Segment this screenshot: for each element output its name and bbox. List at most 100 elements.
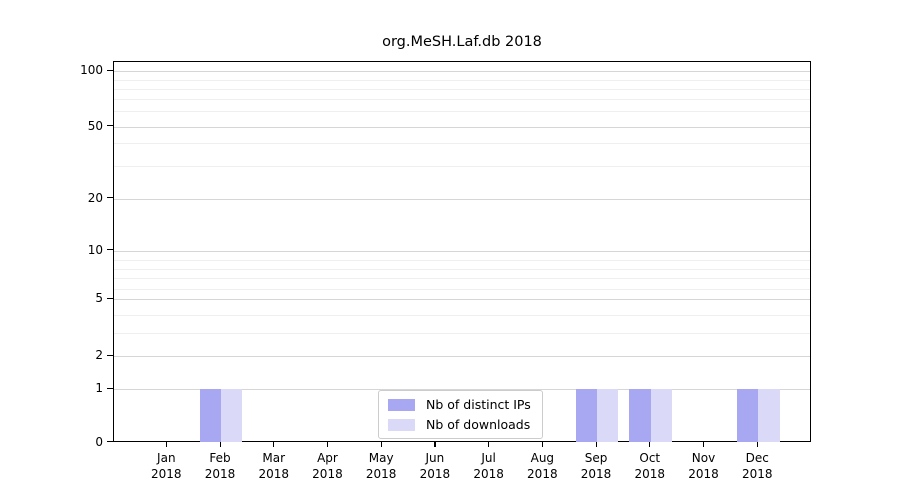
x-tick-month: Jan <box>157 450 176 465</box>
gridline-minor <box>114 278 810 279</box>
legend: Nb of distinct IPs Nb of downloads <box>378 390 543 439</box>
legend-item-downloads: Nb of downloads <box>388 417 531 432</box>
x-tick-year: 2018 <box>312 467 343 481</box>
y-tick-mark <box>107 354 113 356</box>
x-tick-label: Nov 2018 <box>674 450 734 483</box>
chart-title: org.MeSH.Laf.db 2018 <box>382 34 542 50</box>
x-tick-mark <box>756 441 758 447</box>
y-tick-mark <box>107 125 113 127</box>
x-tick-month: Mar <box>262 450 286 465</box>
gridline-major <box>114 250 810 252</box>
x-tick-mark <box>649 441 651 447</box>
x-tick-month: Sep <box>584 450 608 465</box>
bar-distinct-ips <box>629 389 651 442</box>
x-tick-year: 2018 <box>365 467 397 481</box>
bar-distinct-ips <box>575 389 598 442</box>
x-tick-month: Oct <box>639 450 661 465</box>
x-tick-label: Jul 2018 <box>459 450 519 483</box>
gridline-minor <box>114 288 810 290</box>
x-tick-label: Dec 2018 <box>727 450 787 483</box>
y-tick-label: 50 <box>87 118 103 133</box>
x-tick-month: Aug <box>530 450 555 465</box>
gridline-minor <box>114 165 810 167</box>
x-tick-mark <box>380 441 382 447</box>
y-tick-label: 2 <box>95 348 103 362</box>
x-tick-month: Jun <box>425 450 445 465</box>
y-tick-label: 0 <box>95 434 103 449</box>
legend-item-distinct-ips: Nb of distinct IPs <box>388 397 531 412</box>
legend-swatch-distinct-ips <box>388 398 415 411</box>
x-tick-year: 2018 <box>151 467 182 481</box>
x-tick-mark <box>219 441 221 447</box>
x-tick-label: Sep 2018 <box>566 450 626 483</box>
x-tick-mark <box>595 441 597 447</box>
gridline-major <box>114 126 810 128</box>
x-tick-month: Nov <box>691 450 716 465</box>
x-tick-month: Feb <box>209 450 231 465</box>
gridline-minor <box>114 269 810 271</box>
y-tick-mark <box>107 197 113 199</box>
gridline-minor <box>114 315 810 316</box>
x-tick-label: Jun 2018 <box>405 450 465 483</box>
plot-area <box>113 61 811 442</box>
bar-downloads <box>221 389 243 442</box>
bar-downloads <box>650 389 673 442</box>
x-tick-year: 2018 <box>580 467 612 481</box>
x-tick-year: 2018 <box>688 467 719 481</box>
x-tick-month: Dec <box>745 450 769 465</box>
x-tick-label: Feb 2018 <box>190 450 250 483</box>
x-tick-label: Apr 2018 <box>297 450 357 483</box>
y-tick-mark <box>107 69 113 71</box>
x-tick-mark <box>434 441 436 447</box>
y-tick-mark <box>107 387 113 389</box>
x-tick-year: 2018 <box>527 467 558 481</box>
x-tick-year: 2018 <box>634 467 666 481</box>
x-tick-year: 2018 <box>473 467 504 481</box>
legend-label-downloads: Nb of downloads <box>426 417 531 432</box>
x-tick-mark <box>703 441 705 447</box>
y-tick-label: 100 <box>80 63 103 78</box>
gridline-minor <box>114 89 810 90</box>
gridline-minor <box>114 143 810 144</box>
gridline-minor <box>114 332 810 334</box>
x-tick-label: Aug 2018 <box>512 450 572 483</box>
bar-distinct-ips <box>736 389 759 442</box>
y-tick-label: 10 <box>87 242 103 257</box>
x-tick-mark <box>326 441 329 447</box>
gridline-major <box>114 389 810 390</box>
gridline-minor <box>114 111 810 112</box>
y-tick-mark <box>107 249 113 251</box>
x-tick-month: Apr <box>317 450 338 465</box>
x-tick-mark <box>541 441 544 447</box>
bar-distinct-ips <box>199 389 221 442</box>
gridline-major <box>114 198 810 200</box>
x-tick-label: Jan 2018 <box>136 450 196 483</box>
gridline-minor <box>114 79 810 81</box>
legend-label-distinct-ips: Nb of distinct IPs <box>426 397 531 412</box>
x-tick-mark <box>273 441 275 447</box>
y-tick-mark <box>107 297 113 299</box>
gridline-major <box>114 356 810 357</box>
gridline-major <box>114 299 810 301</box>
bar-downloads <box>597 389 619 442</box>
x-tick-year: 2018 <box>258 467 289 481</box>
gridline-major <box>114 71 810 73</box>
bar-downloads <box>758 389 780 442</box>
x-tick-label: May 2018 <box>351 450 411 483</box>
x-tick-mark <box>488 441 490 447</box>
y-tick-label: 20 <box>87 190 103 205</box>
y-tick-label: 5 <box>95 291 103 306</box>
gridline-minor <box>114 260 810 261</box>
x-tick-label: Oct 2018 <box>620 450 680 483</box>
y-tick-mark <box>107 441 113 443</box>
x-tick-year: 2018 <box>204 467 236 481</box>
x-tick-mark <box>165 441 167 447</box>
legend-swatch-downloads <box>388 418 415 431</box>
x-tick-label: Mar 2018 <box>244 450 304 483</box>
x-tick-month: Jul <box>481 450 496 465</box>
y-tick-label: 1 <box>95 381 103 395</box>
x-tick-month: May <box>368 450 394 465</box>
x-tick-year: 2018 <box>741 467 773 481</box>
x-tick-year: 2018 <box>419 467 451 481</box>
